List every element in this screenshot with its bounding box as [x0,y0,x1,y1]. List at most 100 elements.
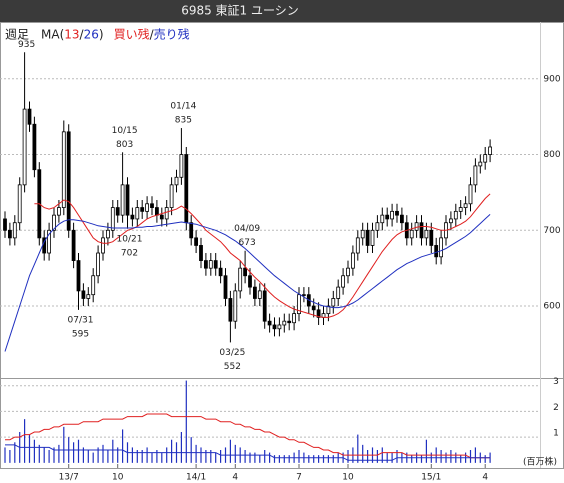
candle-body [120,184,125,216]
candle-body [331,298,336,307]
annotation-date: 03/25 [219,348,245,358]
y-tick-label: 800 [543,150,560,160]
y-tick-label: 600 [543,302,560,312]
annotation-price: 673 [239,238,256,248]
candle-body [346,267,350,277]
legend-text: / [80,28,85,42]
candle-body [150,203,154,208]
candle-body [76,260,81,292]
candle-body [478,161,483,167]
candle-body [164,207,169,220]
candle-body [81,290,86,299]
candle-body [27,108,32,125]
candle-body [390,210,395,220]
candle-body [154,207,159,216]
candle-body [32,123,37,171]
annotation-date: 10/21 [117,234,143,244]
legend-text: / [150,28,155,42]
candle-body [326,305,331,315]
candle-body [145,203,150,212]
candle-body [292,313,297,324]
legend-text: 26 [84,28,99,42]
candle-body [199,245,203,261]
candle-body [468,184,473,205]
candle-body [282,320,287,326]
ma-line [34,193,491,318]
x-tick-label: 15/1 [421,473,441,483]
candle-body [218,267,223,277]
annotation-price: 702 [121,248,138,258]
candle-body [189,222,194,239]
candle-body [360,229,365,239]
annotation-date: 01/14 [170,102,196,112]
candle-body [184,154,189,224]
candle-body [52,214,56,231]
candle-body [233,290,238,322]
candle-body [213,260,218,269]
candle-body [463,203,468,208]
x-tick-label: 10 [342,473,354,483]
candle-body [380,214,385,224]
candle-body [311,305,316,311]
candle-body [488,146,493,155]
candle-body [125,184,130,216]
candle-body [66,131,71,231]
candle-body [277,324,282,330]
x-tick-label: 14/1 [186,473,206,483]
candle-body [91,275,96,296]
x-tick-label: 7 [296,473,302,483]
candle-body [429,229,434,246]
candle-body [301,294,306,296]
candle-body [238,267,243,292]
legend-text: 13 [64,28,79,42]
candle-body [96,252,100,277]
candle-body [419,222,424,239]
candle-body [179,154,184,178]
ma-line [4,214,491,352]
candle-body [355,237,360,254]
legend-text: ) [99,28,104,42]
candle-body [365,229,370,246]
candle-body [110,207,115,231]
candle-body [135,207,140,220]
candle-body [316,309,321,318]
candle-body [458,207,463,212]
volume-unit: (百万株) [523,456,557,468]
candle-body [341,275,346,288]
candle-body [287,320,292,324]
candle-body [47,229,51,254]
candle-body [262,290,267,322]
candle-body [473,165,478,186]
y-tick-label: 2 [553,403,559,413]
candle-body [169,184,174,208]
annotation-date: 10/15 [112,126,138,136]
candle-body [22,108,27,186]
x-tick-label: 10 [112,473,124,483]
y-tick-label: 700 [543,226,560,236]
candle-body [228,298,233,322]
annotation-price: 835 [175,116,192,126]
candle-body [130,214,135,220]
chart-title: 6985 東証1 ユーシン [181,4,299,18]
candle-body [252,286,257,299]
candle-body [453,210,458,220]
annotation-price: 935 [18,40,35,50]
candle-body [395,210,399,216]
candle-body [399,214,404,224]
candle-body [115,207,120,216]
candle-body [370,229,375,246]
candle-body [375,222,380,231]
candle-body [194,237,199,246]
candle-body [7,229,12,239]
y-tick-label: 3 [553,377,559,387]
candle-body [86,294,91,299]
candle-body [12,222,17,239]
candle-body [336,286,341,299]
candle-body [140,207,145,212]
x-tick-label: 4 [232,473,238,483]
candle-body [174,176,179,186]
candle-body [409,229,414,239]
candle-body [57,207,61,216]
candle-body [434,245,439,258]
